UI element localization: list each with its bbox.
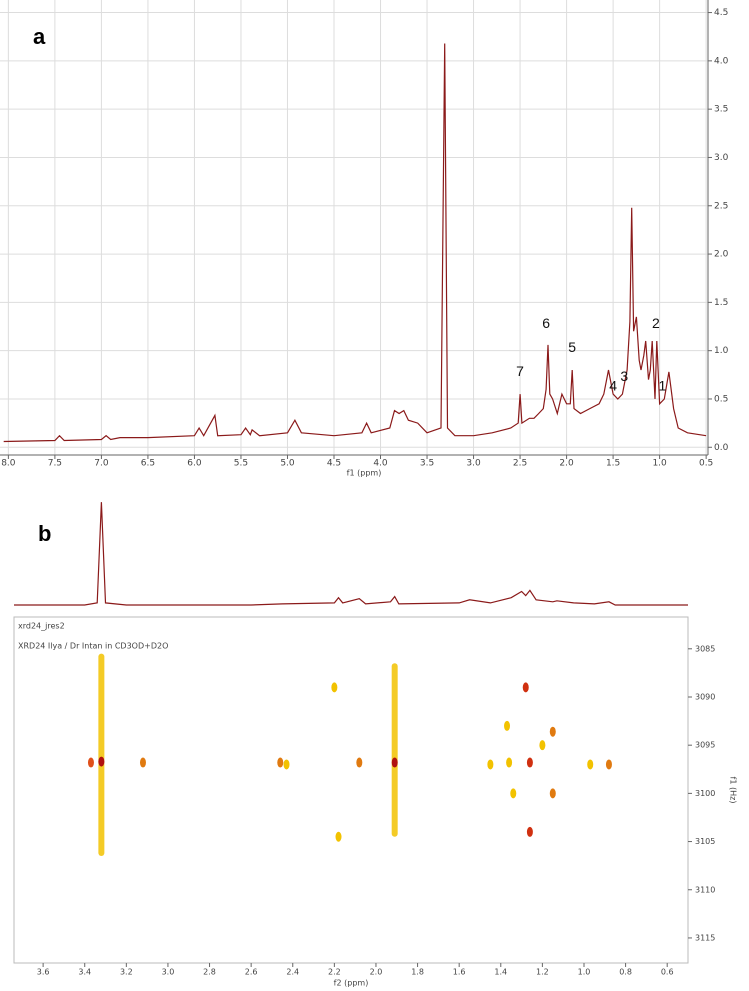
peak-label: 1 — [659, 378, 667, 394]
x-tick-label: 2.0 — [370, 968, 383, 977]
contour-peak — [331, 682, 338, 693]
y-tick-label: 4.5 — [714, 8, 728, 18]
x-tick-label: 1.0 — [652, 459, 667, 469]
contour-peak — [98, 756, 105, 767]
y-tick-label: 2.0 — [714, 250, 729, 260]
x-tick-label: 2.4 — [286, 968, 299, 977]
x-tick-label: 1.6 — [453, 968, 466, 977]
y-tick-label: 3100 — [695, 789, 715, 798]
y-tick-label: 4.0 — [714, 56, 729, 66]
x-tick-label: 1.8 — [411, 968, 424, 977]
x-tick-label: 0.8 — [619, 968, 632, 977]
projection-line — [14, 502, 688, 606]
contour-peak — [356, 757, 363, 768]
contour-peak — [283, 759, 290, 770]
contour-peak — [277, 757, 284, 768]
y-tick-label: 3085 — [695, 644, 715, 653]
contour-peak — [522, 682, 529, 693]
x-tick-label: 3.4 — [78, 968, 91, 977]
contour-peak — [87, 757, 94, 768]
contour-peak — [539, 740, 546, 751]
x-tick-label: 2.0 — [559, 459, 574, 469]
contour-peak — [526, 826, 533, 837]
plot-frame — [13, 616, 689, 964]
x-tick-label: 0.6 — [661, 968, 674, 977]
spectrum-line — [3, 43, 707, 443]
contour-peak — [510, 788, 517, 799]
x-tick-label: 3.6 — [37, 968, 50, 977]
peak-label: 7 — [516, 363, 524, 379]
x-tick-label: 2.5 — [513, 459, 527, 469]
x-tick-label: 4.0 — [373, 459, 388, 469]
x-tick-label: 5.0 — [280, 459, 295, 469]
chart-subtitle: XRD24 Ilya / Dr Intan in CD3OD+D2O — [18, 642, 168, 651]
y-tick-label: 2.5 — [714, 201, 728, 211]
y-tick-label: 3.5 — [714, 105, 728, 115]
y-tick-label: 1.0 — [714, 346, 729, 356]
y-tick-label: 3095 — [695, 741, 715, 750]
x-tick-label: 8.0 — [1, 459, 16, 469]
y-tick-label: 3090 — [695, 692, 715, 701]
x-tick-label: 1.2 — [536, 968, 549, 977]
y-tick-label: 3105 — [695, 837, 715, 846]
peak-label: 6 — [542, 315, 550, 331]
y-tick-label: 0.5 — [714, 394, 728, 404]
x-tick-label: 2.8 — [203, 968, 216, 977]
y-axis-label: f1 (Hz) — [729, 777, 738, 804]
x-tick-label: 0.5 — [699, 459, 713, 469]
y-tick-label: 3.0 — [714, 153, 729, 163]
x-tick-label: 5.5 — [234, 459, 248, 469]
y-tick-label: 0.0 — [714, 443, 729, 453]
x-tick-label: 3.0 — [466, 459, 481, 469]
x-axis-label: f2 (ppm) — [334, 979, 369, 988]
x-tick-label: 3.0 — [162, 968, 175, 977]
contour-peak — [139, 757, 146, 768]
x-tick-label: 7.0 — [94, 459, 109, 469]
chart-title: xrd24_jres2 — [18, 622, 65, 631]
contour-peak — [549, 726, 556, 737]
x-tick-label: 2.2 — [328, 968, 341, 977]
contour-peak — [506, 757, 513, 768]
y-tick-label: 3110 — [695, 885, 715, 894]
x-axis-label: f1 (ppm) — [347, 469, 382, 478]
peak-label: 4 — [609, 378, 617, 394]
streak — [391, 663, 398, 837]
x-tick-label: 4.5 — [327, 459, 341, 469]
contour-peak — [526, 757, 533, 768]
peak-label: 3 — [620, 368, 628, 384]
x-tick-label: 1.0 — [578, 968, 591, 977]
x-tick-label: 3.5 — [420, 459, 434, 469]
peak-label: 5 — [568, 339, 576, 355]
panel-label: a — [33, 24, 46, 49]
contour-peak — [504, 720, 511, 731]
peak-label: 2 — [652, 315, 660, 331]
contour-peak — [391, 757, 398, 768]
panel-label: b — [38, 521, 51, 546]
contour-peak — [335, 831, 342, 842]
x-tick-label: 1.4 — [494, 968, 507, 977]
contour-peak — [605, 759, 612, 770]
contour-peak — [549, 788, 556, 799]
contour-peak — [587, 759, 594, 770]
streak — [98, 653, 105, 857]
contour-peak — [487, 759, 494, 770]
x-tick-label: 6.0 — [187, 459, 202, 469]
y-tick-label: 3115 — [695, 933, 715, 942]
y-tick-label: 1.5 — [714, 298, 728, 308]
x-tick-label: 1.5 — [606, 459, 620, 469]
x-tick-label: 3.2 — [120, 968, 133, 977]
x-tick-label: 6.5 — [141, 459, 155, 469]
x-tick-label: 2.6 — [245, 968, 258, 977]
x-tick-label: 7.5 — [48, 459, 62, 469]
